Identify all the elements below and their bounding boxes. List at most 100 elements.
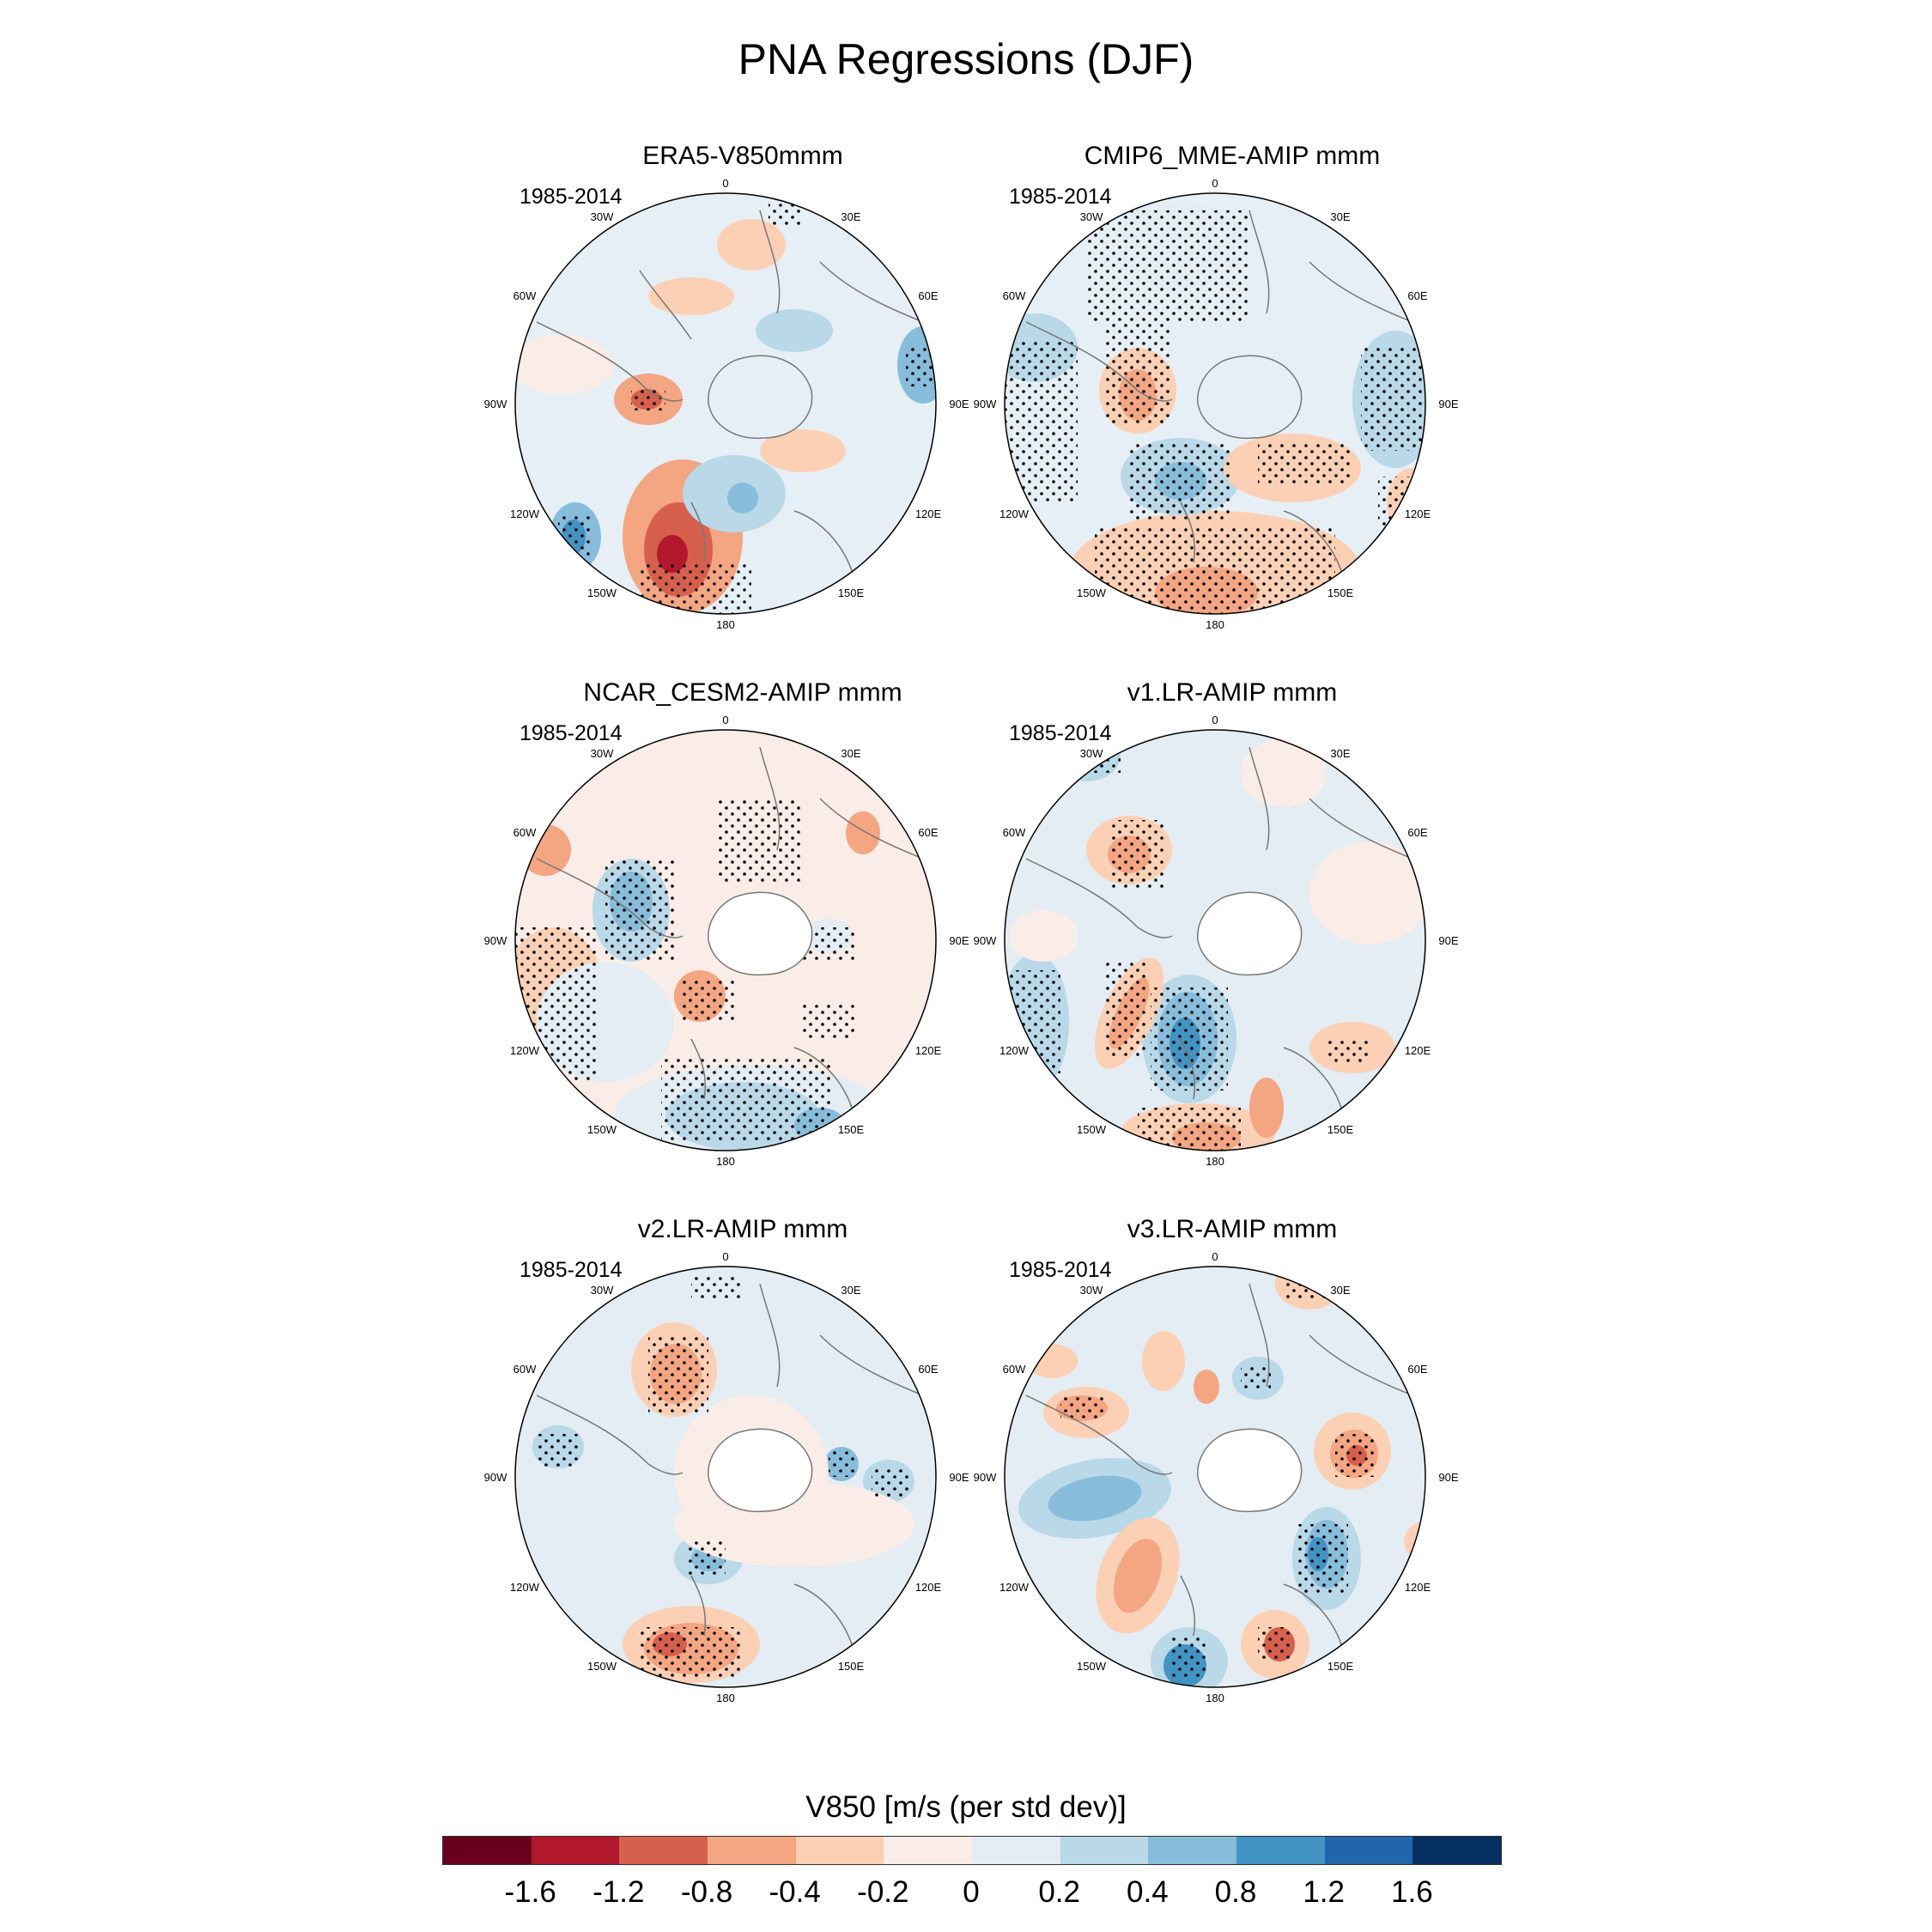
panel-period: 1985-2014 bbox=[1009, 721, 1112, 745]
lon-label: 150E bbox=[1327, 586, 1354, 599]
lon-label: 120W bbox=[510, 507, 540, 520]
lon-label: 150W bbox=[1077, 586, 1107, 599]
coastlines bbox=[1025, 1283, 1413, 1654]
panel-title: ERA5-V850mmm bbox=[642, 142, 843, 170]
contour-fill bbox=[1018, 1267, 1425, 1687]
lon-label: 60E bbox=[1407, 289, 1427, 302]
lon-label: 120E bbox=[915, 1581, 942, 1594]
colorbar-title: V850 [m/s (per std dev)] bbox=[805, 1790, 1127, 1824]
colorbar-tick-label: 1.6 bbox=[1391, 1875, 1433, 1909]
figure-title: PNA Regressions (DJF) bbox=[738, 35, 1194, 83]
lon-label: 60W bbox=[1003, 826, 1026, 839]
colorbar-swatch bbox=[443, 1837, 532, 1864]
colorbar-tick-label: 1.2 bbox=[1303, 1875, 1345, 1909]
map-panel-v3: v3.LR-AMIP mmm 1985-2014 bbox=[966, 1215, 1498, 1713]
panel-period: 1985-2014 bbox=[1009, 1258, 1112, 1282]
lon-label: 90E bbox=[949, 1471, 969, 1484]
lon-label: 90E bbox=[949, 398, 969, 410]
lon-label: 150W bbox=[587, 1123, 617, 1136]
lon-label: 0 bbox=[722, 177, 728, 190]
panel-period: 1985-2014 bbox=[519, 185, 623, 209]
map-border bbox=[1004, 1266, 1426, 1688]
lon-label: 120W bbox=[510, 1581, 540, 1594]
lon-label: 180 bbox=[716, 1155, 735, 1168]
polar-map: 0 30E 60E 90E 120E 150E 180 150W 120W 90… bbox=[484, 1250, 969, 1704]
lon-label: 180 bbox=[1206, 1155, 1224, 1168]
lon-label: 30E bbox=[841, 1284, 860, 1297]
lon-label: 150E bbox=[838, 1123, 865, 1136]
lon-label: 60W bbox=[1003, 289, 1026, 302]
lon-label: 30E bbox=[1330, 747, 1350, 760]
lon-label: 180 bbox=[1206, 618, 1224, 631]
lon-labels: 0 30E 60E 90E 120E 150E 180 150W 120W 90… bbox=[974, 177, 1459, 631]
lon-label: 60E bbox=[918, 289, 938, 302]
lon-label: 120W bbox=[999, 1581, 1030, 1594]
lon-labels: 0 30E 60E 90E 120E 150E 180 150W 120W 90… bbox=[484, 714, 969, 1168]
colorbar-swatch bbox=[708, 1837, 796, 1864]
lon-label: 120E bbox=[915, 507, 942, 520]
polar-map: 0 30E 60E 90E 120E 150E 180 150W 120W 90… bbox=[484, 177, 969, 631]
lon-label: 30W bbox=[1080, 747, 1103, 760]
lon-label: 150E bbox=[1327, 1123, 1354, 1136]
contour-fill bbox=[1005, 202, 1425, 614]
map-panel-v1: v1.LR-AMIP mmm 1985-2014 bbox=[966, 678, 1498, 1176]
lon-label: 0 bbox=[1212, 177, 1218, 190]
colorbar-tick-label: -0.2 bbox=[857, 1875, 909, 1909]
lon-label: 90W bbox=[484, 398, 507, 410]
lon-label: 60E bbox=[1407, 1363, 1427, 1376]
coastlines bbox=[536, 210, 924, 580]
polar-map: 0 30E 60E 90E 120E 150E 180 150W 120W 90… bbox=[974, 1250, 1459, 1704]
panel-period: 1985-2014 bbox=[519, 1258, 623, 1282]
lon-label: 180 bbox=[716, 618, 735, 631]
colorbar-tick-label: -1.2 bbox=[592, 1875, 645, 1909]
panel-title: v2.LR-AMIP mmm bbox=[637, 1215, 848, 1243]
lon-label: 150W bbox=[587, 1660, 617, 1673]
colorbar-tick-label: -0.4 bbox=[769, 1875, 821, 1909]
lon-label: 90W bbox=[974, 1471, 997, 1484]
lon-labels: 0 30E 60E 90E 120E 150E 180 150W 120W 90… bbox=[974, 1250, 1459, 1704]
lon-label: 120W bbox=[999, 1044, 1030, 1057]
map-border bbox=[1004, 729, 1426, 1151]
lon-label: 60E bbox=[918, 1363, 938, 1376]
map-border bbox=[514, 192, 937, 615]
panel-title: NCAR_CESM2-AMIP mmm bbox=[583, 678, 902, 707]
map-border bbox=[514, 729, 937, 1151]
colorbar-swatch bbox=[619, 1837, 708, 1864]
lon-label: 90E bbox=[1438, 398, 1458, 410]
lon-label: 60W bbox=[513, 826, 537, 839]
colorbar-swatch bbox=[1060, 1837, 1149, 1864]
colorbar-swatch bbox=[884, 1837, 973, 1864]
lon-label: 0 bbox=[722, 714, 728, 726]
lon-label: 90W bbox=[484, 934, 507, 947]
lon-label: 60W bbox=[513, 1363, 537, 1376]
colorbar-swatch bbox=[1413, 1837, 1502, 1864]
colorbar-swatch bbox=[1148, 1837, 1237, 1864]
lon-labels: 0 30E 60E 90E 120E 150E 180 150W 120W 90… bbox=[974, 714, 1459, 1168]
colorbar-swatch bbox=[972, 1837, 1060, 1864]
contour-fill bbox=[515, 799, 889, 1151]
colorbar-tick-label: 0 bbox=[963, 1875, 980, 1909]
lon-label: 150E bbox=[1327, 1660, 1354, 1673]
lon-label: 60W bbox=[513, 289, 537, 302]
colorbar-tick-label: 0.4 bbox=[1127, 1875, 1169, 1909]
colorbar bbox=[442, 1836, 1502, 1865]
lon-label: 120E bbox=[915, 1044, 942, 1057]
map-panel-cesm2: NCAR_CESM2-AMIP mmm 1985-2014 bbox=[477, 678, 1009, 1176]
colorbar-swatch bbox=[1236, 1837, 1325, 1864]
lon-label: 120W bbox=[510, 1044, 540, 1057]
lon-label: 30W bbox=[591, 210, 614, 223]
lon-label: 90E bbox=[949, 934, 969, 947]
lon-label: 30W bbox=[591, 747, 614, 760]
colorbar-swatch bbox=[795, 1837, 884, 1864]
panel-title: CMIP6_MME-AMIP mmm bbox=[1084, 142, 1381, 170]
lon-label: 0 bbox=[722, 1250, 728, 1263]
colorbar-tick-label: -1.6 bbox=[504, 1875, 556, 1909]
lon-label: 30E bbox=[841, 210, 860, 223]
map-panel-cmip6: CMIP6_MME-AMIP mmm 1985-2014 bbox=[966, 142, 1498, 640]
lon-labels: 0 30E 60E 90E 120E 150E 180 150W 120W 90… bbox=[484, 177, 969, 631]
polar-map: 0 30E 60E 90E 120E 150E 180 150W 120W 90… bbox=[484, 714, 969, 1168]
lon-label: 120W bbox=[999, 507, 1030, 520]
panel-title: v3.LR-AMIP mmm bbox=[1127, 1215, 1338, 1243]
map-panel-v2: v2.LR-AMIP mmm 1985-2014 bbox=[477, 1215, 1009, 1713]
map-panel-era5: ERA5-V850mmm 1985-2014 bbox=[477, 142, 1009, 640]
